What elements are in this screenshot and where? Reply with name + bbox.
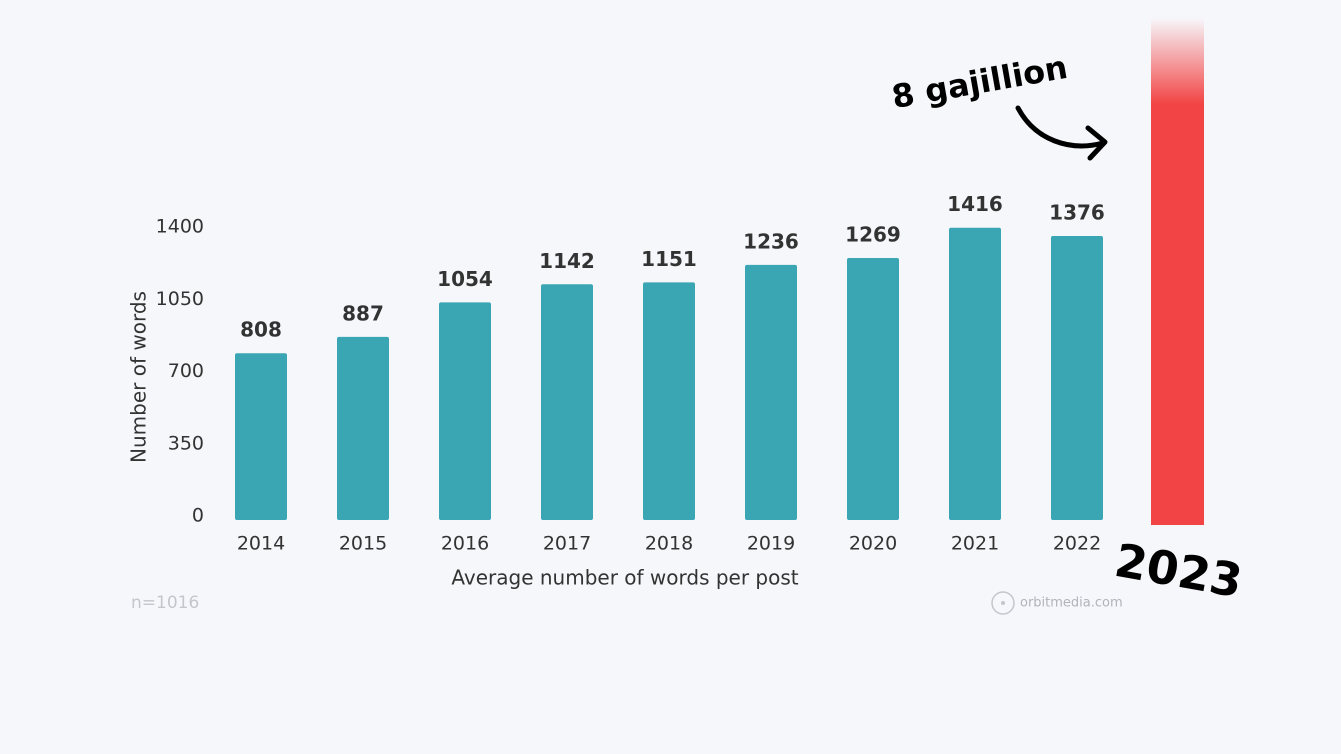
bar: [847, 258, 899, 520]
x-axis-title: Average number of words per post: [451, 566, 798, 590]
x-tick-label: 2015: [339, 533, 387, 555]
y-tick-label: 700: [168, 360, 204, 382]
bar: [745, 264, 797, 520]
data-label: 887: [342, 301, 384, 325]
data-label: 1376: [1049, 200, 1105, 224]
arrow: [1015, 105, 1106, 149]
joke-annotation: 8 gajillion: [889, 48, 1070, 116]
y-tick-label: 1400: [156, 216, 204, 238]
x-tick-label: 2019: [747, 533, 795, 555]
arrow-head: [1085, 125, 1108, 161]
joke-year: 2023: [1111, 533, 1246, 608]
x-tick-label: 2022: [1053, 533, 1101, 555]
bar: [949, 227, 1001, 520]
x-tick-label: 2021: [951, 533, 999, 555]
logo-dot: [1001, 601, 1005, 605]
y-tick-label: 0: [192, 505, 204, 527]
data-label: 808: [240, 318, 282, 342]
bar: [439, 302, 491, 520]
bar: [643, 282, 695, 520]
logo: [991, 591, 1015, 615]
x-tick-label: 2018: [645, 533, 693, 555]
y-axis-title: Number of words: [127, 291, 151, 463]
x-tick-label: 2017: [543, 533, 591, 555]
data-label: 1416: [947, 192, 1003, 216]
data-label: 1142: [539, 249, 595, 273]
y-tick-label: 1050: [156, 288, 204, 310]
bar: [235, 353, 287, 520]
bar: [337, 336, 389, 520]
x-tick-label: 2014: [237, 533, 285, 555]
bar: [1051, 235, 1103, 520]
bar: [541, 284, 593, 520]
data-label: 1269: [845, 223, 901, 247]
source: orbitmedia.com: [1020, 596, 1123, 611]
data-label: 1151: [641, 247, 697, 271]
sample-size: n=1016: [131, 593, 199, 613]
x-tick-label: 2016: [441, 533, 489, 555]
y-tick-label: 350: [168, 432, 204, 454]
x-tick-label: 2020: [849, 533, 897, 555]
data-label: 1054: [437, 267, 493, 291]
joke-bar: [1151, 18, 1204, 525]
data-label: 1236: [743, 229, 799, 253]
